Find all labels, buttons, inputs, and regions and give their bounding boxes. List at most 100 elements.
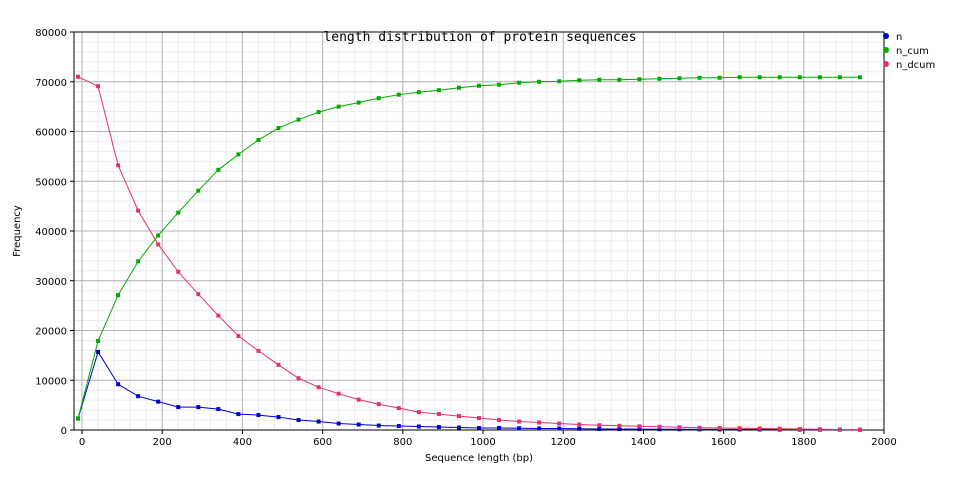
data-point-n_dcum xyxy=(657,424,662,429)
data-point-n_dcum xyxy=(737,426,742,431)
data-point-n_dcum xyxy=(76,74,81,79)
data-point-n_cum xyxy=(276,126,281,131)
data-point-n_cum xyxy=(216,167,221,172)
data-point-n xyxy=(136,394,141,399)
data-point-n_cum xyxy=(236,152,241,157)
data-point-n_cum xyxy=(436,88,441,93)
data-point-n_cum xyxy=(617,77,622,82)
data-point-n_cum xyxy=(316,110,321,115)
legend-marker-n_dcum xyxy=(883,61,889,67)
y-tick-label: 70000 xyxy=(35,78,67,89)
x-tick-label: 0 xyxy=(79,437,85,448)
data-point-n_cum xyxy=(697,75,702,80)
data-point-n xyxy=(356,422,361,427)
data-point-n_cum xyxy=(416,90,421,95)
data-point-n_dcum xyxy=(216,313,221,318)
legend-label-n: n xyxy=(896,32,902,43)
x-tick-label: 400 xyxy=(233,437,252,448)
y-tick-label: 20000 xyxy=(35,327,67,338)
data-point-n_cum xyxy=(857,75,862,80)
data-point-n xyxy=(456,425,461,430)
data-point-n xyxy=(236,412,241,417)
data-point-n_cum xyxy=(376,96,381,101)
data-point-n_cum xyxy=(336,104,341,109)
data-point-n_cum xyxy=(637,77,642,82)
data-point-n xyxy=(116,382,121,387)
series-n_dcum xyxy=(76,74,862,432)
data-point-n_dcum xyxy=(416,410,421,415)
x-tick-label: 1400 xyxy=(631,437,656,448)
legend: n n_cum n_dcum xyxy=(883,32,935,71)
legend-item-n_dcum: n_dcum xyxy=(883,60,935,71)
data-point-n_cum xyxy=(817,75,822,80)
data-point-n xyxy=(276,415,281,420)
data-point-n_dcum xyxy=(436,412,441,417)
data-point-n xyxy=(96,349,101,354)
x-tick-label: 1000 xyxy=(470,437,495,448)
data-point-n_dcum xyxy=(597,423,602,428)
data-point-n_cum xyxy=(176,210,181,215)
data-point-n_cum xyxy=(196,188,201,193)
data-point-n_cum xyxy=(517,80,522,85)
data-point-n_cum xyxy=(136,259,141,264)
data-point-n_dcum xyxy=(96,84,101,89)
data-point-n xyxy=(416,424,421,429)
data-point-n_dcum xyxy=(777,426,782,431)
data-point-n_cum xyxy=(96,338,101,343)
series-line-n_dcum xyxy=(77,76,860,431)
data-point-n xyxy=(396,424,401,429)
data-point-n_cum xyxy=(757,75,762,80)
data-point-n xyxy=(216,407,221,412)
data-point-n_dcum xyxy=(316,385,321,390)
data-point-n xyxy=(336,421,341,426)
data-point-n_dcum xyxy=(637,424,642,429)
data-point-n_dcum xyxy=(336,391,341,396)
data-point-n_dcum xyxy=(677,425,682,430)
y-tick-label: 40000 xyxy=(35,227,67,238)
major-grid xyxy=(74,32,884,430)
data-point-n xyxy=(316,419,321,424)
data-point-n_dcum xyxy=(557,421,562,426)
data-point-n_dcum xyxy=(717,426,722,431)
x-tick-label: 1600 xyxy=(711,437,736,448)
data-point-n_dcum xyxy=(497,418,502,423)
data-point-n xyxy=(637,427,642,432)
y-tick-label: 80000 xyxy=(35,28,67,39)
data-point-n_dcum xyxy=(537,420,542,425)
data-point-n_cum xyxy=(477,83,481,88)
chart-title: length distribution of protein sequences xyxy=(323,30,636,45)
data-point-n_cum xyxy=(116,293,121,298)
data-point-n_cum xyxy=(256,137,261,142)
data-point-n_cum xyxy=(296,117,301,122)
x-axis-ticks: 0 200 400 600 800 1000 1200 1400 1600 1800 2000 xyxy=(79,430,897,448)
data-point-n_cum xyxy=(737,75,742,80)
x-tick-label: 1800 xyxy=(791,437,816,448)
data-point-n xyxy=(497,426,502,431)
legend-marker-n_cum xyxy=(883,47,889,53)
y-tick-label: 60000 xyxy=(35,128,67,139)
x-tick-label: 200 xyxy=(153,437,172,448)
data-point-n_cum xyxy=(717,75,722,80)
data-point-n xyxy=(176,405,181,410)
data-point-n_dcum xyxy=(477,416,481,421)
data-point-n_dcum xyxy=(817,427,822,432)
data-point-n_dcum xyxy=(517,419,522,424)
data-point-n xyxy=(597,427,602,432)
legend-label-n_dcum: n_dcum xyxy=(896,60,935,71)
series-n_cum xyxy=(76,75,862,421)
data-point-n_cum xyxy=(557,79,562,84)
legend-item-n: n xyxy=(883,32,902,43)
data-point-n xyxy=(577,426,582,431)
data-point-n xyxy=(557,426,562,431)
legend-label-n_cum: n_cum xyxy=(896,46,929,57)
data-point-n_dcum xyxy=(456,414,461,419)
y-axis-ticks: 0 10000 20000 30000 40000 50000 60000 70000 8000… xyxy=(35,28,74,437)
data-point-n_cum xyxy=(777,75,782,80)
data-point-n_cum xyxy=(597,77,602,82)
x-tick-label: 2000 xyxy=(871,437,896,448)
data-point-n_dcum xyxy=(396,406,401,411)
legend-item-n_cum: n_cum xyxy=(883,46,929,57)
y-tick-label: 0 xyxy=(61,426,67,437)
data-point-n_dcum xyxy=(136,208,141,213)
